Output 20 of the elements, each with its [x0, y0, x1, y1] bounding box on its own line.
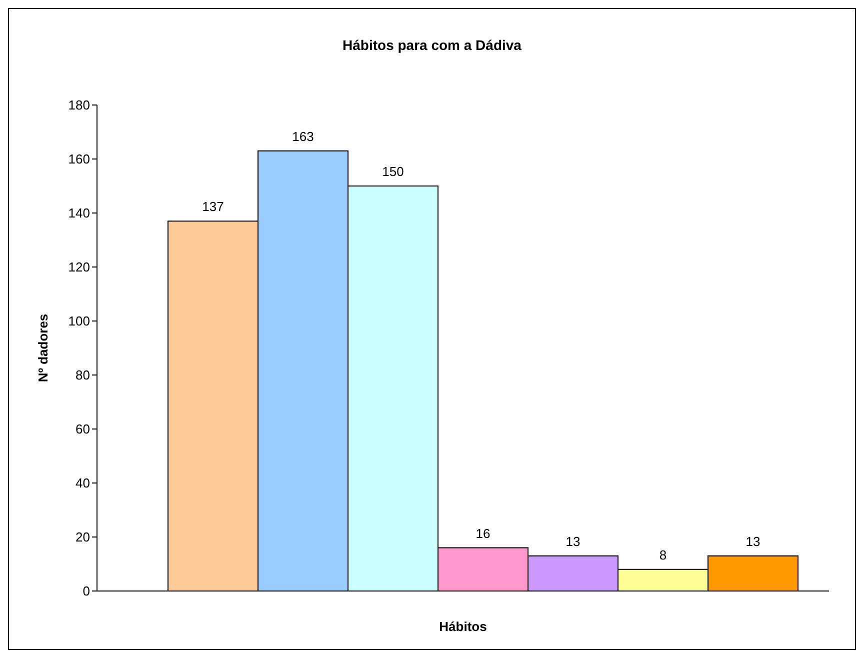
data-label: 163	[292, 128, 314, 144]
data-label: 13	[566, 534, 580, 549]
y-tick-label: 180	[68, 98, 90, 113]
y-tick-label: 0	[82, 584, 90, 599]
data-label: 8	[659, 547, 667, 562]
data-label: 13	[746, 534, 760, 549]
y-tick-label: 20	[76, 530, 90, 545]
y-tick-label: 60	[76, 422, 90, 437]
x-axis-title: Hábitos	[439, 619, 487, 634]
y-axis-title: Nº dadores	[36, 314, 51, 382]
y-tick-label: 120	[68, 260, 90, 275]
y-tick-label: 40	[76, 476, 90, 491]
data-label: 150	[382, 164, 404, 179]
data-label: 137	[202, 199, 224, 214]
y-tick-label: 100	[68, 314, 90, 329]
data-label: 16	[476, 526, 490, 541]
y-tick-label: 140	[68, 206, 90, 221]
chart-title: Hábitos para com a Dádiva	[342, 37, 522, 53]
y-tick-label: 160	[68, 152, 90, 167]
y-tick-label: 80	[76, 368, 90, 383]
